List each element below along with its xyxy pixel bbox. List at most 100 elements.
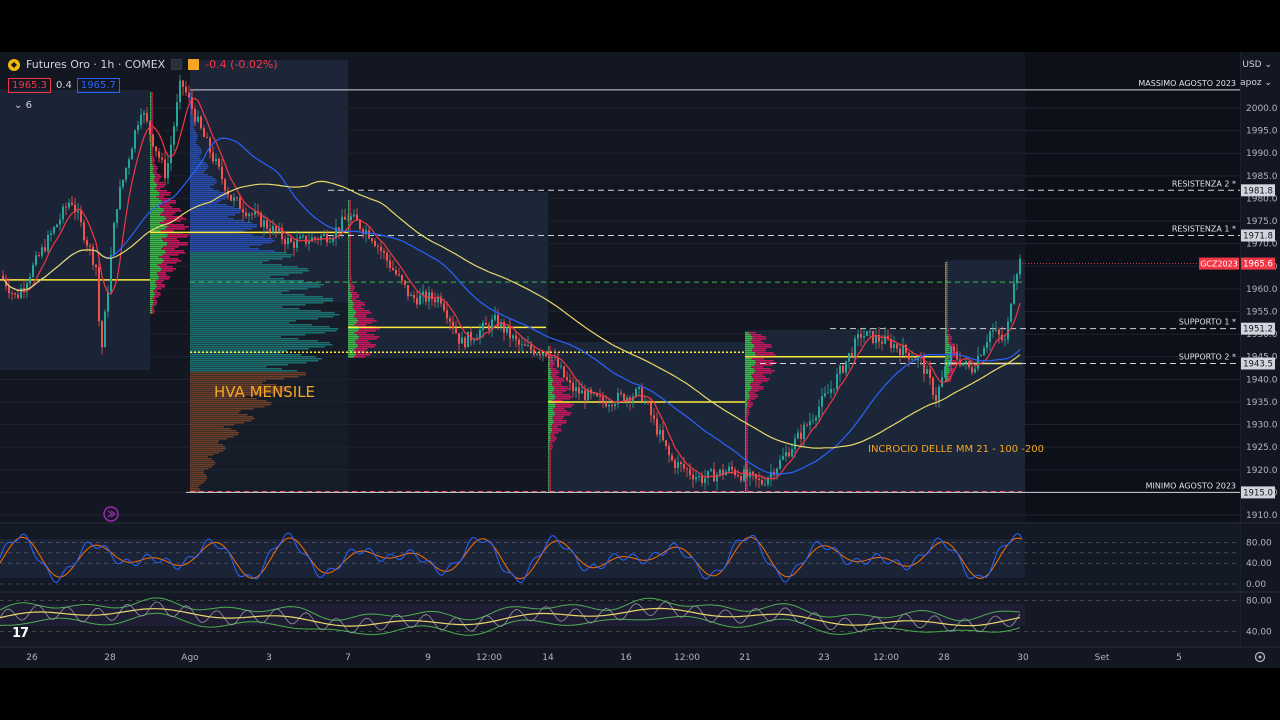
time-tick-label: 30 xyxy=(1017,653,1029,663)
profile-bar-down xyxy=(548,462,551,464)
profile-bar-down xyxy=(349,214,351,216)
profile-bar-up xyxy=(745,334,751,336)
profile-bar-up xyxy=(348,218,350,220)
profile-bar-down xyxy=(151,102,153,104)
profile-bar xyxy=(190,166,209,168)
bid-price[interactable]: 1965.3 xyxy=(8,78,51,93)
profile-bar xyxy=(190,336,281,338)
profile-bar xyxy=(190,200,222,202)
profile-bar-up xyxy=(348,298,351,300)
profile-bar-down xyxy=(154,292,161,294)
profile-bar-down xyxy=(152,170,157,172)
profile-bar-up xyxy=(348,334,358,336)
profile-bar-up xyxy=(745,474,747,476)
time-tick-label: 14 xyxy=(542,653,554,663)
profile-bar-down xyxy=(754,372,772,374)
profile-bar-up xyxy=(348,286,351,288)
profile-bar-down xyxy=(949,346,955,348)
profile-bar-down xyxy=(548,464,551,466)
profile-bar-up xyxy=(745,414,747,416)
profile-bar xyxy=(190,320,296,322)
profile-bar xyxy=(190,396,245,398)
profile-bar-up xyxy=(150,116,152,118)
profile-bar-up xyxy=(548,358,549,360)
symbol-title[interactable]: Futures Oro · 1h · COMEX xyxy=(26,58,166,71)
profile-bar-down xyxy=(550,440,556,442)
profile-bar-down xyxy=(946,318,948,320)
profile-bar-up xyxy=(745,380,754,382)
candle-body xyxy=(248,214,250,217)
candle-body xyxy=(350,216,352,221)
profile-bar-down xyxy=(355,342,371,344)
profile-bar-down xyxy=(947,374,951,376)
price-tick-label: 1975.0 xyxy=(1246,217,1278,227)
candle-body xyxy=(89,245,91,247)
candles xyxy=(2,74,1021,491)
candle-body xyxy=(47,234,49,252)
profile-bar-down xyxy=(551,372,560,374)
time-tick-label: 3 xyxy=(266,653,272,663)
candle-body xyxy=(83,222,85,241)
minimize-icon[interactable] xyxy=(171,59,183,70)
profile-bar-up xyxy=(945,338,949,340)
navigate-icon[interactable] xyxy=(103,506,119,522)
profile-bar xyxy=(190,282,319,284)
profile-bar-down xyxy=(158,256,170,258)
time-tick-label: Set xyxy=(1095,653,1110,663)
profile-bar-up xyxy=(348,222,350,224)
candle-body xyxy=(563,366,565,378)
price-levels: MASSIMO AGOSTO 2023 RESISTENZA 2 * RESISTE… xyxy=(186,79,1240,493)
indicators-toggle[interactable]: ⌄ 6 xyxy=(14,100,32,111)
profile-bar-down xyxy=(167,242,188,244)
settings-gear-icon[interactable] xyxy=(1254,651,1266,663)
profile-bar-down xyxy=(154,188,161,190)
data-source-icon[interactable] xyxy=(188,59,200,70)
profile-bar-up xyxy=(150,230,161,232)
profile-bar xyxy=(190,224,257,226)
profile-bar-up xyxy=(150,102,152,104)
profile-bar-down xyxy=(549,360,554,362)
scale-mode-selector[interactable]: apoz ⌄ xyxy=(1240,78,1272,88)
candle-body xyxy=(602,396,604,402)
profile-bar-up xyxy=(548,438,551,440)
profile-bar xyxy=(190,484,201,486)
profile-bar-up xyxy=(348,274,350,276)
profile-bar-up xyxy=(548,432,552,434)
profile-bar-up xyxy=(150,194,159,196)
profile-bar-down xyxy=(151,108,153,110)
currency-selector[interactable]: USD ⌄ xyxy=(1242,60,1272,70)
profile-bar-up xyxy=(150,156,152,158)
candle-body xyxy=(1016,274,1018,284)
profile-bar-up xyxy=(945,328,948,330)
profile-bar-up xyxy=(745,478,747,480)
candle-body xyxy=(194,108,196,122)
profile-bar-up xyxy=(548,380,553,382)
profile-bar xyxy=(190,434,238,436)
profile-bar-down xyxy=(750,382,762,384)
profile-bar-down xyxy=(555,406,572,408)
candle-body xyxy=(221,166,223,180)
profile-bar-down xyxy=(357,330,376,332)
profile-bar-down xyxy=(946,276,948,278)
profile-bar-down xyxy=(746,424,748,426)
candle-body xyxy=(755,474,757,479)
profile-bar-down xyxy=(162,258,179,260)
candle-body xyxy=(653,415,655,419)
profile-bar-up xyxy=(945,270,947,272)
oscillator-2: 40.00 80.00 xyxy=(0,597,1272,638)
profile-bar-up xyxy=(150,114,152,116)
candle-body xyxy=(101,321,103,348)
price-axis[interactable] xyxy=(1240,52,1280,647)
candle-body xyxy=(488,324,490,331)
profile-bar-up xyxy=(548,378,553,380)
ask-price[interactable]: 1965.7 xyxy=(76,78,120,93)
candle-body xyxy=(977,355,979,369)
profile-bar-down xyxy=(167,226,190,228)
symbol-legend[interactable]: ◆ Futures Oro · 1h · COMEX -0.4 (-0.02%) xyxy=(8,58,278,71)
instrument-tag-box xyxy=(1199,257,1239,270)
profile-bar xyxy=(190,446,226,448)
candle-body xyxy=(785,452,787,457)
candle-body xyxy=(938,386,940,401)
candle-body xyxy=(362,229,364,235)
chart-canvas[interactable]: MASSIMO AGOSTO 2023 RESISTENZA 2 * RESISTE… xyxy=(0,52,1280,668)
